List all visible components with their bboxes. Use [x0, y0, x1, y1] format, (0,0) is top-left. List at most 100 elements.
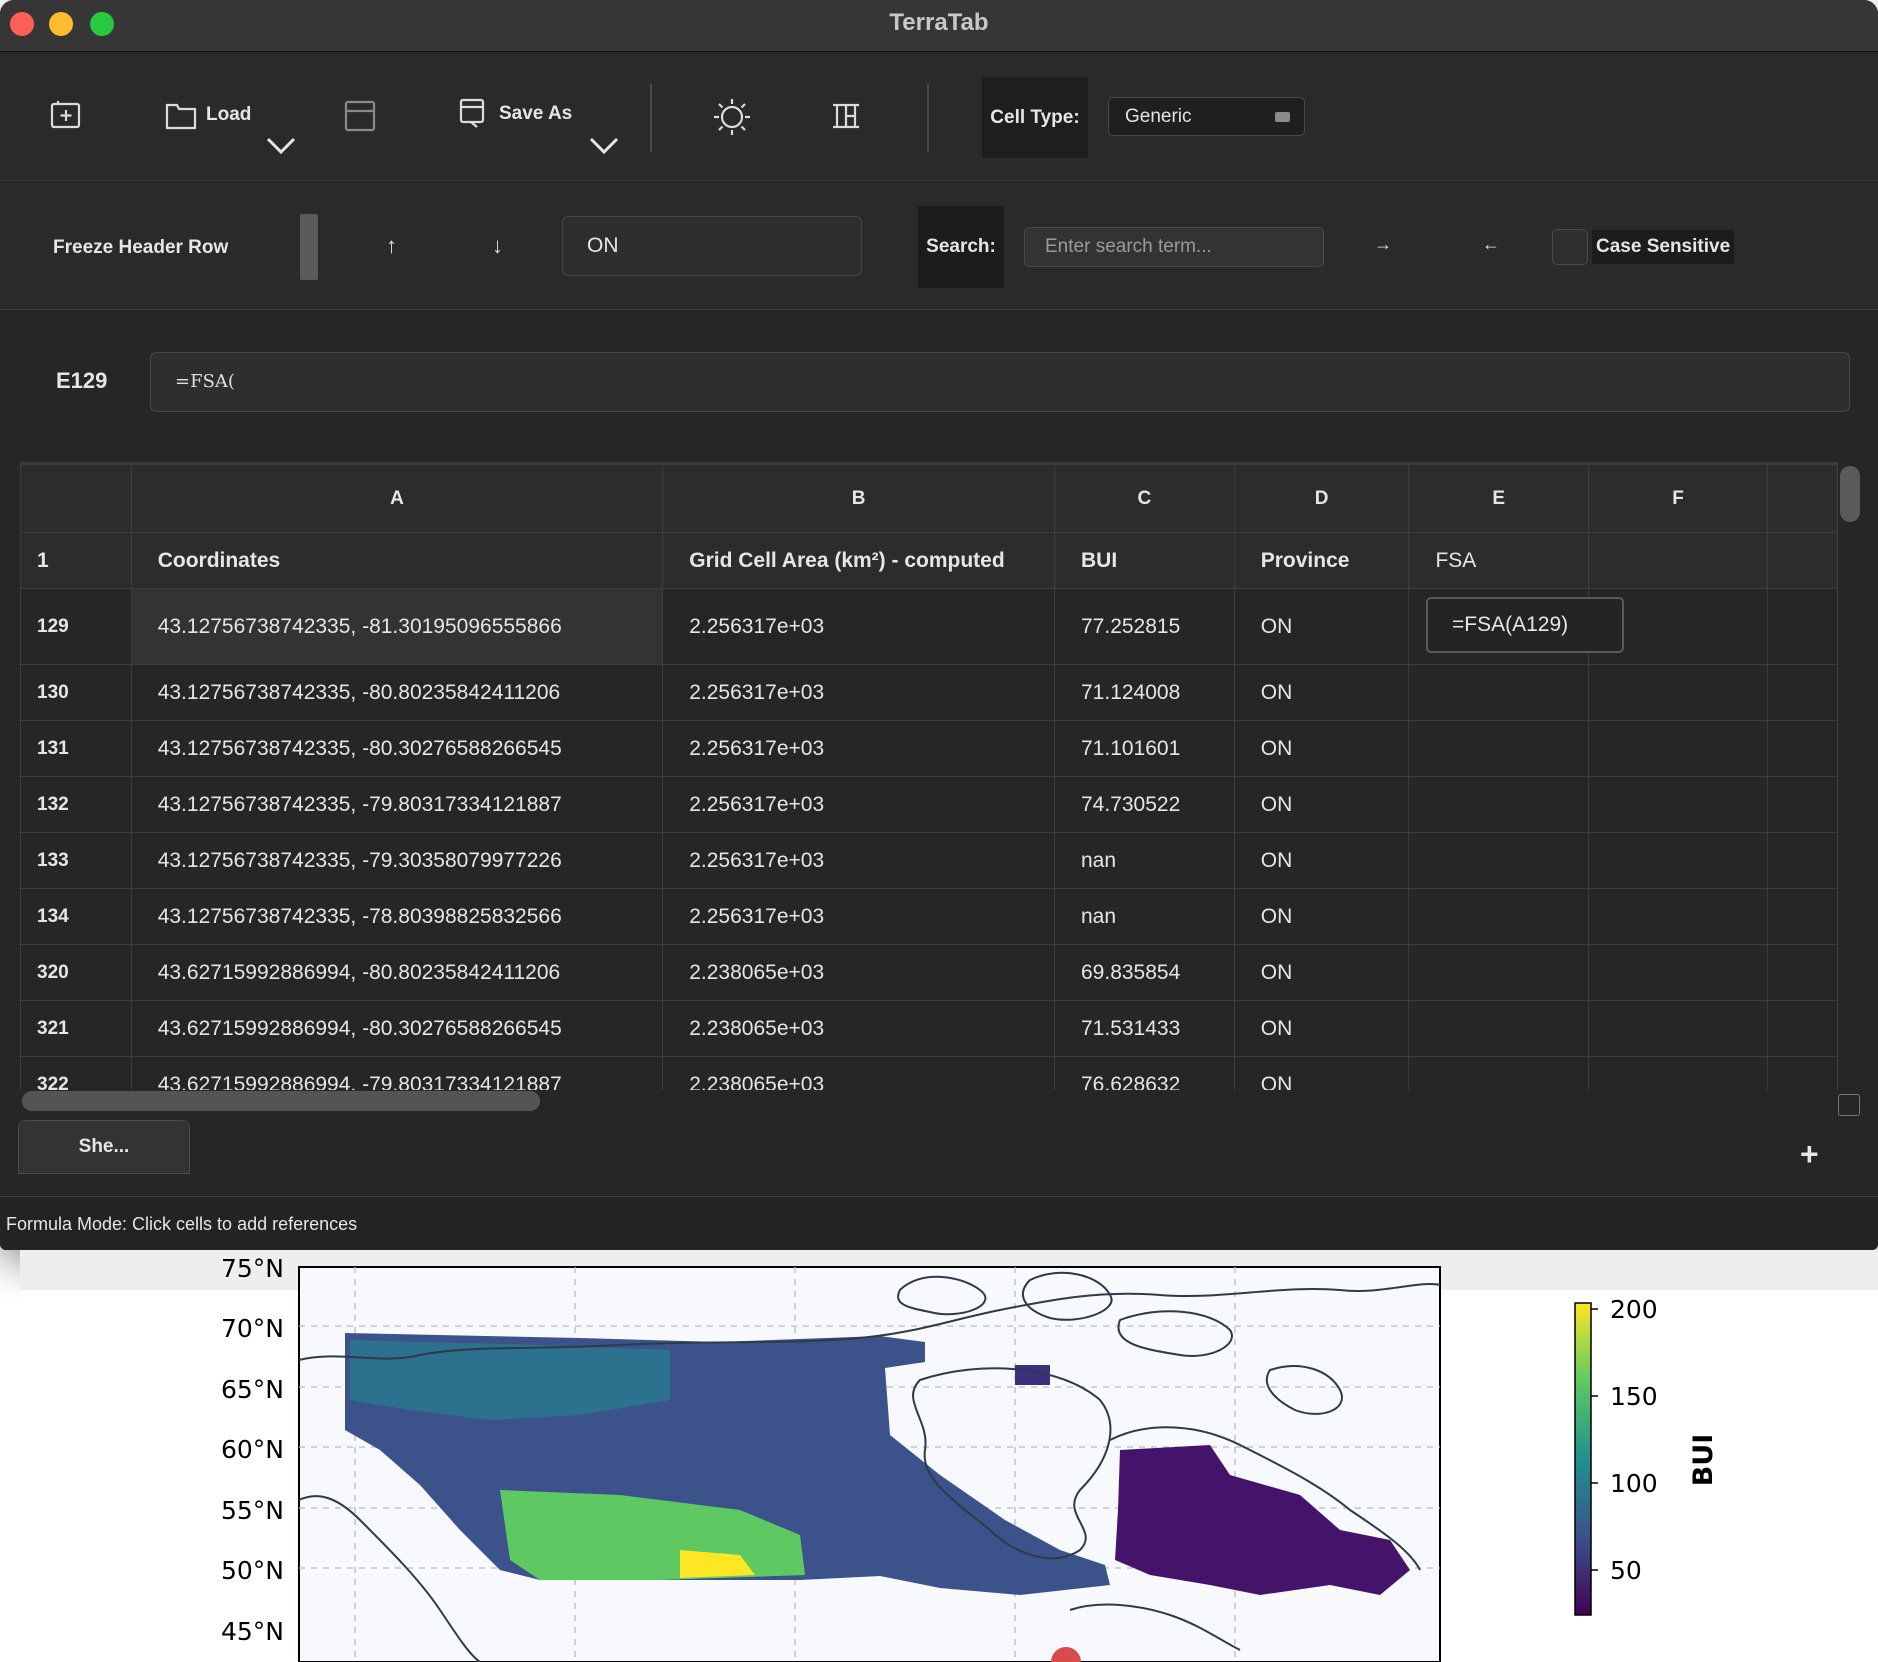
save-as-dropdown-chevron-icon[interactable]	[588, 136, 620, 156]
grid-cell[interactable]	[1767, 1056, 1838, 1090]
grid-cell[interactable]	[1408, 776, 1589, 833]
grid-cell[interactable]: 43.12756738742335, -79.30358079977226	[130, 832, 664, 889]
search-input[interactable]: Enter search term...	[1024, 227, 1324, 267]
grid-cell[interactable]	[1408, 1000, 1589, 1057]
grid-cell[interactable]	[1767, 776, 1838, 833]
load-dropdown-chevron-icon[interactable]	[265, 136, 297, 156]
maximize-window-button[interactable]	[90, 12, 114, 36]
grid-cell[interactable]: ON	[1233, 888, 1410, 945]
grid-cell[interactable]	[1587, 1056, 1769, 1090]
grid-cell[interactable]: 2.256317e+03	[662, 720, 1055, 777]
search-previous-button[interactable]: ←	[1482, 234, 1500, 254]
load-button[interactable]: Load	[165, 100, 251, 130]
move-down-button[interactable]: ↓	[492, 233, 503, 258]
column-header[interactable]: A	[130, 464, 664, 533]
grid-cell[interactable]: ON	[1233, 776, 1410, 833]
grid-cell[interactable]: Coordinates	[130, 532, 664, 589]
grid-cell[interactable]: 43.62715992886994, -79.80317334121887	[130, 1056, 664, 1090]
grid-cell[interactable]: 43.12756738742335, -80.80235842411206	[130, 664, 664, 721]
grid-cell[interactable]: 77.252815	[1054, 588, 1235, 665]
grid-cell[interactable]	[1408, 832, 1589, 889]
column-header[interactable]: F	[1587, 464, 1769, 533]
grid-cell[interactable]: 2.238065e+03	[662, 944, 1055, 1001]
grid-cell[interactable]: Province	[1233, 532, 1410, 589]
search-next-button[interactable]: →	[1374, 234, 1392, 254]
grid-cell[interactable]: ON	[1233, 1056, 1410, 1090]
grid-cell[interactable]	[1587, 664, 1769, 721]
add-sheet-button[interactable]: +	[1800, 1136, 1819, 1172]
grid-cell[interactable]: nan	[1054, 832, 1235, 889]
columns-button[interactable]	[831, 102, 861, 130]
grid-cell[interactable]: Grid Cell Area (km²) - computed	[662, 532, 1055, 589]
row-number[interactable]: 131	[20, 720, 132, 777]
row-number[interactable]: 132	[20, 776, 132, 833]
case-sensitive-checkbox[interactable]	[1552, 229, 1588, 265]
grid-cell[interactable]	[1767, 532, 1838, 589]
close-window-button[interactable]	[10, 12, 34, 36]
save-as-button[interactable]: Save As	[459, 98, 572, 130]
grid-cell[interactable]: FSA	[1408, 532, 1589, 589]
column-header[interactable]: E	[1408, 464, 1589, 533]
sheet-tab[interactable]: She...	[18, 1120, 190, 1174]
grid-cell[interactable]	[1408, 888, 1589, 945]
vertical-scrollbar[interactable]	[1840, 466, 1860, 522]
new-sheet-button[interactable]	[50, 100, 82, 130]
grid-cell[interactable]: 43.62715992886994, -80.30276588266545	[130, 1000, 664, 1057]
column-header[interactable]: C	[1054, 464, 1235, 533]
grid-cell[interactable]: 76.628632	[1054, 1056, 1235, 1090]
grid-cell[interactable]: ON	[1233, 664, 1410, 721]
grid-cell[interactable]: ON	[1233, 832, 1410, 889]
grid-cell[interactable]: 2.256317e+03	[662, 588, 1055, 665]
row-number[interactable]: 129	[20, 588, 132, 665]
column-header[interactable]: D	[1233, 464, 1410, 533]
cell-type-select[interactable]: Generic	[1108, 97, 1305, 136]
grid-cell[interactable]	[1767, 944, 1838, 1001]
grid-cell[interactable]: 43.12756738742335, -79.80317334121887	[130, 776, 664, 833]
filter-value-input[interactable]: ON	[562, 216, 862, 276]
grid-cell[interactable]	[1408, 720, 1589, 777]
grid-cell[interactable]: ON	[1233, 588, 1410, 665]
grid-cell[interactable]: 74.730522	[1054, 776, 1235, 833]
grid-cell[interactable]	[1587, 1000, 1769, 1057]
grid-cell[interactable]: 2.238065e+03	[662, 1000, 1055, 1057]
row-number[interactable]: 321	[20, 1000, 132, 1057]
grid-cell[interactable]: 2.238065e+03	[662, 1056, 1055, 1090]
grid-cell[interactable]: 71.101601	[1054, 720, 1235, 777]
grid-cell[interactable]	[1587, 888, 1769, 945]
row-number[interactable]: 130	[20, 664, 132, 721]
grid-cell[interactable]	[1408, 664, 1589, 721]
grid-cell[interactable]	[1767, 888, 1838, 945]
row-number[interactable]: 133	[20, 832, 132, 889]
grid-cell[interactable]	[1587, 532, 1769, 589]
grid-cell[interactable]: 43.62715992886994, -80.80235842411206	[130, 944, 664, 1001]
grid-cell[interactable]	[1587, 944, 1769, 1001]
move-up-button[interactable]: ↑	[386, 233, 397, 258]
row-number[interactable]: 1	[20, 532, 132, 589]
minimize-window-button[interactable]	[49, 12, 73, 36]
grid-cell[interactable]: ON	[1233, 1000, 1410, 1057]
grid-cell[interactable]: 69.835854	[1054, 944, 1235, 1001]
grid-cell[interactable]	[1767, 832, 1838, 889]
grid-cell[interactable]: 43.12756738742335, -80.30276588266545	[130, 720, 664, 777]
grid-cell[interactable]: 2.256317e+03	[662, 832, 1055, 889]
grid-cell[interactable]	[1767, 588, 1838, 665]
row-number[interactable]: 320	[20, 944, 132, 1001]
column-header[interactable]	[1767, 464, 1838, 533]
column-header[interactable]: B	[662, 464, 1055, 533]
save-button[interactable]	[344, 100, 376, 132]
grid-cell[interactable]: nan	[1054, 888, 1235, 945]
grid-cell[interactable]: 71.531433	[1054, 1000, 1235, 1057]
grid-cell[interactable]	[1587, 832, 1769, 889]
grid-cell[interactable]: 43.12756738742335, -78.80398825832566	[130, 888, 664, 945]
grid-cell[interactable]: 2.256317e+03	[662, 776, 1055, 833]
grid-cell[interactable]	[1408, 1056, 1589, 1090]
grid-cell[interactable]: ON	[1233, 720, 1410, 777]
grid-cell[interactable]: ON	[1233, 944, 1410, 1001]
grid-cell[interactable]: 71.124008	[1054, 664, 1235, 721]
grid-cell[interactable]	[1767, 664, 1838, 721]
formula-input[interactable]: =FSA(	[150, 352, 1850, 412]
corner-cell[interactable]	[20, 464, 132, 533]
horizontal-scrollbar[interactable]	[22, 1091, 540, 1111]
theme-toggle-button[interactable]	[712, 97, 752, 137]
freeze-header-toggle[interactable]	[300, 214, 318, 280]
